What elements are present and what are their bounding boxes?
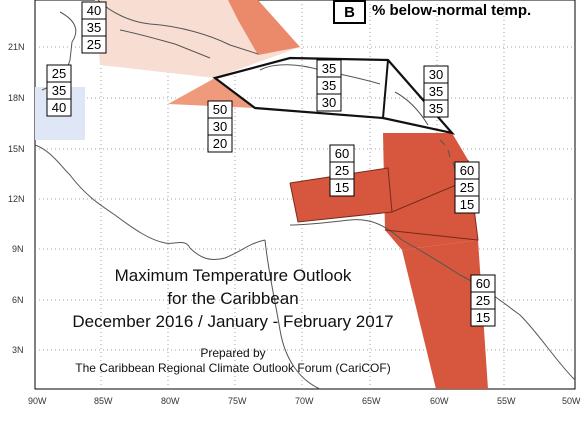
forecast-cell-bg: [207, 134, 233, 153]
forecast-value: 60: [476, 276, 490, 291]
svg-text:60W: 60W: [430, 396, 449, 406]
forecast-value: 35: [87, 20, 101, 35]
svg-text:55W: 55W: [497, 396, 516, 406]
svg-text:70W: 70W: [295, 396, 314, 406]
svg-text:50W: 50W: [562, 396, 580, 406]
svg-text:12N: 12N: [8, 194, 25, 204]
forecast-cell-bg: [316, 93, 342, 112]
svg-text:6N: 6N: [12, 295, 24, 305]
forecast-value: 60: [460, 163, 474, 178]
prepared-by-line2: The Caribbean Regional Climate Outlook F…: [75, 361, 391, 375]
svg-text:18N: 18N: [8, 93, 25, 103]
legend-label: % below-normal temp.: [372, 2, 532, 19]
forecast-cell-bg: [81, 35, 107, 54]
forecast-box-caribbean-sea-south: 60 25 15: [329, 144, 355, 197]
forecast-box-hispaniola-puerto-rico: 35 35 30: [316, 59, 342, 112]
forecast-value: 50: [213, 102, 227, 117]
forecast-value: 25: [52, 66, 66, 81]
region-lesser-antilles-shading: [383, 133, 478, 250]
forecast-value: 30: [213, 119, 227, 134]
svg-text:21N: 21N: [8, 42, 25, 52]
forecast-value: 30: [429, 67, 443, 82]
legend-letter-box: B: [333, 0, 366, 24]
forecast-value: 25: [476, 293, 490, 308]
svg-text:75W: 75W: [228, 396, 247, 406]
forecast-value: 35: [429, 84, 443, 99]
latitude-labels: 21N 18N 15N 12N 9N 6N 3N: [8, 42, 25, 355]
forecast-boxes: 40 35 25 25 35 40 50 30 20 35 35 30 30 35 35 60 25 15 60 25…: [46, 1, 496, 327]
svg-text:65W: 65W: [362, 396, 381, 406]
forecast-value: 15: [335, 180, 349, 195]
svg-text:90W: 90W: [28, 396, 47, 406]
prepared-by-line1: Prepared by: [200, 346, 266, 360]
map-title-line1: Maximum Temperature Outlook: [114, 266, 352, 285]
svg-text:3N: 3N: [12, 345, 24, 355]
forecast-value: 35: [322, 78, 336, 93]
map-title-line2: for the Caribbean: [167, 289, 299, 308]
region-hispaniola-divider: [382, 59, 389, 119]
forecast-value: 30: [322, 95, 336, 110]
longitude-labels: 90W 85W 80W 75W 70W 65W 60W 55W 50W: [28, 396, 580, 406]
forecast-box-jamaica: 50 30 20: [207, 100, 233, 153]
region-cuba-east-shading: [228, 0, 300, 55]
forecast-cell-bg: [46, 98, 72, 117]
forecast-cell-bg: [470, 308, 496, 327]
forecast-cell-bg: [454, 195, 480, 214]
svg-text:9N: 9N: [12, 244, 24, 254]
forecast-box-windward-islands: 60 25 15: [454, 161, 480, 214]
region-guianas-shading: [402, 240, 488, 389]
region-jamaica-shading: [168, 78, 255, 108]
forecast-box-guianas: 60 25 15: [470, 274, 496, 327]
forecast-value: 20: [213, 136, 227, 151]
forecast-value: 35: [52, 83, 66, 98]
forecast-box-central-america-north: 25 35 40: [46, 64, 72, 117]
forecast-value: 15: [476, 310, 490, 325]
forecast-value: 35: [322, 61, 336, 76]
forecast-value: 25: [87, 37, 101, 52]
svg-text:85W: 85W: [94, 396, 113, 406]
forecast-value: 15: [460, 197, 474, 212]
forecast-value: 25: [460, 180, 474, 195]
forecast-cell-bg: [329, 178, 355, 197]
forecast-value: 25: [335, 163, 349, 178]
map-title-line3: December 2016 / January - February 2017: [72, 312, 394, 331]
svg-text:80W: 80W: [161, 396, 180, 406]
region-hispaniola-outline: [212, 56, 456, 135]
forecast-value: 60: [335, 146, 349, 161]
forecast-box-leeward-islands: 30 35 35: [423, 65, 449, 118]
svg-text:15N: 15N: [8, 144, 25, 154]
forecast-value: 35: [429, 101, 443, 116]
forecast-value: 40: [87, 3, 101, 18]
forecast-cell-bg: [423, 99, 449, 118]
forecast-value: 40: [52, 100, 66, 115]
forecast-box-cuba: 40 35 25: [81, 1, 107, 54]
